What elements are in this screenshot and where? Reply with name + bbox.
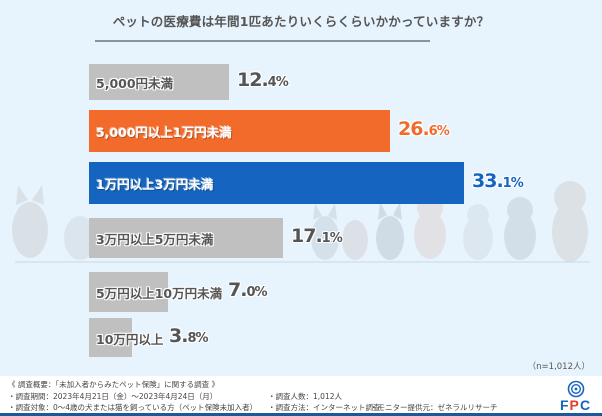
value-integer-part: 3.: [169, 324, 188, 347]
logo-text-c: C: [580, 397, 590, 412]
logo-text-p: P: [570, 397, 579, 412]
bar-value-label: 17.1%: [291, 225, 343, 247]
logo-text-f: F: [560, 397, 569, 412]
spiral-logo-icon: F P C: [560, 380, 590, 413]
value-decimal-part: 6%: [428, 124, 450, 139]
chart-title: ペットの医療費は年間1匹あたりいくらくらいかかっていますか？: [112, 14, 490, 29]
cat-silhouette-icon: [64, 216, 96, 260]
survey-footer: 《 調査概要：「未加入者からみたペット保険」に関する調査 》 ・調査期間：202…: [0, 376, 602, 414]
bar-category-label: 5,000円以上1万円未満: [96, 125, 232, 140]
bar: [89, 318, 132, 357]
bar: [89, 64, 229, 100]
footer-rule: [0, 413, 602, 416]
bar-category-label: 1万円以上3万円未満: [96, 177, 214, 192]
dog-silhouette-icon: [504, 197, 536, 260]
survey-method: ・調査方法：インターネット調査: [268, 403, 381, 412]
value-integer-part: 17.: [291, 225, 323, 247]
value-integer-part: 26.: [398, 118, 430, 140]
value-decimal-part: 8%: [187, 330, 208, 346]
fpc-logo: F P C: [557, 380, 595, 413]
sample-size-note: （n=1,012人）: [527, 362, 590, 372]
bar-value-label: 12.4%: [237, 69, 289, 91]
value-decimal-part: 0%: [246, 285, 267, 300]
bar-value-label: 26.6%: [398, 118, 450, 140]
value-integer-part: 33.: [472, 170, 504, 192]
survey-provider: ・モニター提供元：ゼネラルリサーチ: [370, 403, 498, 412]
bar-value-label: 33.1%: [472, 170, 524, 192]
value-decimal-part: 1%: [502, 176, 524, 191]
bar-category-label: 3万円以上5万円未満: [96, 232, 214, 247]
value-decimal-part: 1%: [321, 231, 343, 246]
survey-summary: 《 調査概要：「未加入者からみたペット保険」に関する調査 》: [8, 380, 220, 389]
dog-silhouette-icon: [463, 204, 493, 260]
dog-silhouette-icon: [12, 185, 48, 258]
value-integer-part: 12.: [237, 69, 269, 91]
bar-category-label: 5,000円未満: [96, 76, 174, 91]
cat-silhouette-icon: [342, 220, 368, 260]
survey-target: ・調査対象：0～4歳の犬または猫を飼っている方（ペット保険未加入者）: [8, 403, 258, 412]
bar: [89, 272, 168, 312]
survey-period: ・調査期間：2023年4月21日（金）～2023年4月24日（月）: [8, 392, 218, 401]
bar: [89, 110, 390, 152]
title-underline: [95, 40, 430, 42]
cat-silhouette-icon: [311, 203, 339, 260]
cat-silhouette-icon: [376, 202, 404, 260]
bar-category-label: 5万円以上10万円未満: [96, 286, 223, 301]
value-decimal-part: 4%: [267, 75, 289, 90]
dog-silhouette-icon: [552, 181, 588, 262]
survey-respondents: ・調査人数：1,012人: [268, 392, 342, 401]
value-integer-part: 7.: [228, 279, 247, 301]
bar: [89, 162, 464, 204]
bar-value-label: 3.8%: [169, 324, 209, 347]
bar: [89, 218, 283, 258]
bar-value-label: 7.0%: [228, 279, 268, 301]
dog-silhouette-icon: [414, 195, 446, 259]
bar-category-label: 10万円以上: [96, 331, 164, 347]
